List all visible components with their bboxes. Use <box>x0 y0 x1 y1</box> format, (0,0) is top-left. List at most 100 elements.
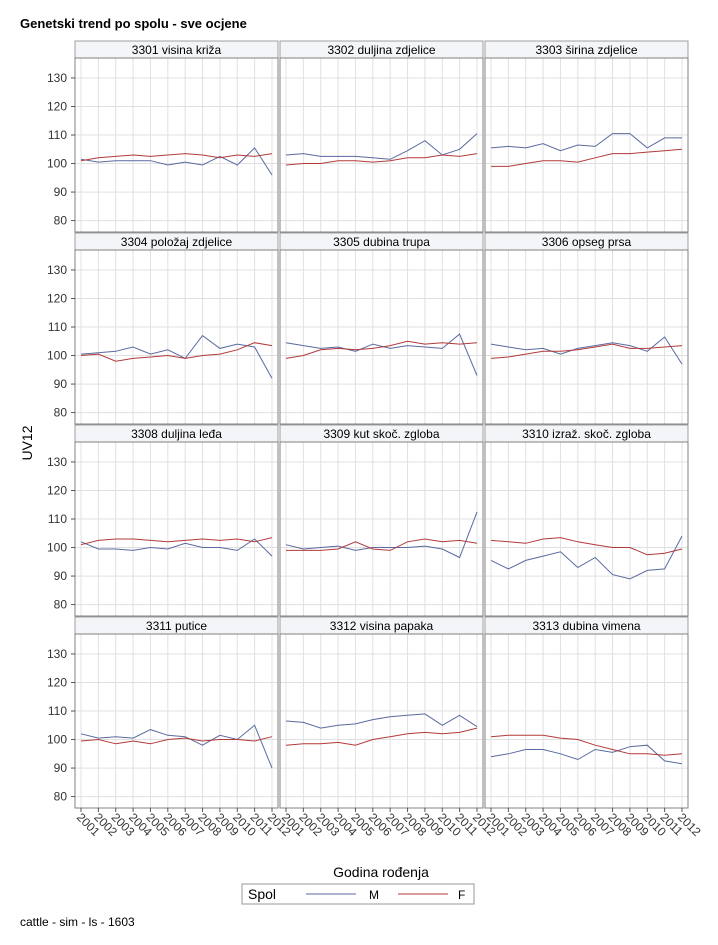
series-line-m <box>490 133 682 152</box>
y-tick-label: 130 <box>47 647 67 661</box>
y-tick-label: 120 <box>47 483 67 497</box>
y-tick-label: 100 <box>47 157 67 171</box>
panel-title: 3305 dubina trupa <box>333 235 430 249</box>
panel-10: 3311 putice <box>74 616 279 809</box>
legend-box <box>241 883 475 905</box>
series-line-m <box>80 538 273 557</box>
panel-title: 3309 kut skoč. zgloba <box>323 427 439 441</box>
y-tick-label: 100 <box>47 541 67 555</box>
panel-title: 3312 visina papaka <box>330 619 434 633</box>
panel-8: 3309 kut skoč. zgloba <box>279 424 484 617</box>
panel-grid-lines <box>485 58 688 232</box>
series-line-m <box>285 133 478 160</box>
panel-grid-lines <box>485 442 688 616</box>
panel-grid-lines <box>75 442 278 616</box>
panel-2: 3302 duljina zdjelice <box>279 40 484 233</box>
y-tick-label: 110 <box>48 320 67 334</box>
y-tick-label: 90 <box>54 569 68 583</box>
legend-title: Spol <box>248 886 276 902</box>
panel-grid-lines <box>280 634 483 808</box>
series-line-m <box>490 744 683 765</box>
series-line-m <box>285 333 478 376</box>
panel-frame <box>279 633 484 809</box>
y-tick-label: 110 <box>48 128 67 142</box>
y-tick-label: 100 <box>47 733 67 747</box>
panel-11: 3312 visina papaka <box>279 616 484 809</box>
y-tick-label: 110 <box>48 704 67 718</box>
y-tick-label: 130 <box>47 263 67 277</box>
panel-title: 3308 duljina leđa <box>131 427 222 441</box>
panel-7: 3308 duljina leđa <box>74 424 279 617</box>
panel-grid-lines <box>485 634 688 808</box>
y-axis-label: UV12 <box>19 425 35 460</box>
series-line-m <box>285 511 478 559</box>
y-tick-label: 120 <box>47 99 67 113</box>
legend: Spol M F <box>241 883 475 905</box>
panel-9: 3310 izraž. skoč. zgloba <box>484 424 689 617</box>
series-line-f <box>490 537 683 556</box>
series-line-m <box>490 535 683 580</box>
series-line-m <box>80 334 273 379</box>
series-line-f <box>286 538 478 551</box>
y-axis-ticks: 80 90 100 110 120 130 80 90 100 110 120 130 80 90 100 1… <box>47 71 75 804</box>
panel-grid-lines <box>75 250 278 424</box>
panel-frame <box>484 633 689 809</box>
panel-title: 3301 visina križa <box>132 43 222 57</box>
panel-title: 3311 putice <box>146 619 207 633</box>
panel-frame <box>279 441 484 617</box>
y-tick-label: 90 <box>54 377 68 391</box>
panel-frame <box>74 249 279 425</box>
panel-title: 3303 širina zdjelice <box>535 43 637 57</box>
panel-grid-lines <box>280 58 483 232</box>
panel-4: 3304 položaj zdjelice <box>74 232 279 425</box>
figure-title: Genetski trend po spolu - sve ocjene <box>20 16 247 31</box>
series-line-f <box>490 734 683 756</box>
panel-grid: 3301 visina križa 3302 duljina zdjelice 33… <box>74 40 689 809</box>
panel-12: 3313 dubina vimena <box>484 616 689 809</box>
panel-grid-lines <box>75 634 278 808</box>
panel-title: 3306 opseg prsa <box>542 235 632 249</box>
y-tick-label: 80 <box>54 598 68 612</box>
panel-grid-lines <box>485 250 688 424</box>
legend-label-m: M <box>369 888 379 902</box>
footnote: cattle - sim - ls - 1603 <box>20 915 135 929</box>
panel-5: 3305 dubina trupa <box>279 232 484 425</box>
y-tick-label: 120 <box>47 291 67 305</box>
y-tick-label: 80 <box>54 214 68 228</box>
series-line-m <box>80 147 273 176</box>
series-line-f <box>285 340 478 359</box>
y-tick-label: 80 <box>54 790 68 804</box>
series-line-f <box>285 727 478 746</box>
y-tick-label: 100 <box>47 349 67 363</box>
panel-grid-lines <box>75 58 278 232</box>
panel-title: 3310 izraž. skoč. zgloba <box>522 427 651 441</box>
panel-frame <box>484 249 689 425</box>
y-tick-label: 120 <box>47 675 67 689</box>
y-tick-label: 80 <box>54 406 68 420</box>
panel-3: 3303 širina zdjelice <box>484 40 689 233</box>
panel-frame <box>74 633 279 809</box>
panel-frame <box>279 57 484 233</box>
panel-1: 3301 visina križa <box>74 40 279 233</box>
y-tick-label: 110 <box>48 512 67 526</box>
y-tick-label: 130 <box>47 71 67 85</box>
panel-grid-lines <box>280 442 483 616</box>
panel-6: 3306 opseg prsa <box>484 232 689 425</box>
panel-frame <box>279 249 484 425</box>
y-tick-label: 130 <box>47 455 67 469</box>
series-line-f <box>491 148 683 167</box>
series-line-m <box>80 724 273 769</box>
series-line-f <box>285 153 478 166</box>
panel-frame <box>74 441 279 617</box>
series-line-f <box>80 736 273 745</box>
series-line-m <box>285 713 478 729</box>
series-line-f <box>80 342 273 362</box>
x-axis-ticks: 2001200220032004200520062007200820092010… <box>74 808 704 839</box>
x-axis-label: Godina rođenja <box>333 864 429 880</box>
series-line-f <box>490 343 683 359</box>
panel-frame <box>484 441 689 617</box>
y-tick-label: 90 <box>54 761 68 775</box>
legend-label-f: F <box>458 888 465 902</box>
panel-grid-lines <box>280 250 483 424</box>
